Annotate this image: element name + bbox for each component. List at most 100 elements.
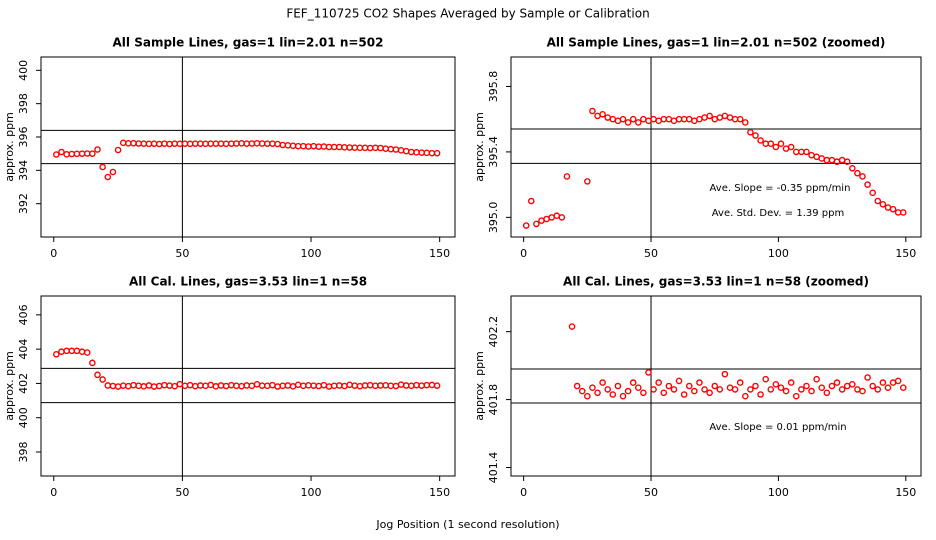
point xyxy=(752,382,759,390)
y-axis-label: approx. ppm xyxy=(473,112,486,182)
point xyxy=(629,115,637,123)
point xyxy=(253,380,261,388)
points xyxy=(539,40,907,400)
point xyxy=(854,169,861,177)
point xyxy=(609,391,617,398)
point xyxy=(833,379,841,386)
y-tick-label: 395.0 xyxy=(487,202,500,234)
point xyxy=(176,140,184,148)
point xyxy=(145,382,153,389)
point xyxy=(258,140,266,147)
point xyxy=(253,140,261,147)
point xyxy=(212,140,220,147)
point xyxy=(849,164,856,172)
point xyxy=(589,107,596,115)
point xyxy=(680,391,688,398)
point xyxy=(539,40,544,45)
point xyxy=(315,143,323,150)
point xyxy=(346,144,353,151)
point xyxy=(418,382,425,389)
point xyxy=(828,382,836,390)
panel-title: All Sample Lines, gas=1 lin=2.01 n=502 xyxy=(113,36,384,50)
point xyxy=(584,392,591,400)
point xyxy=(428,149,436,157)
point xyxy=(83,349,91,356)
point xyxy=(361,144,369,152)
point xyxy=(701,386,708,393)
point xyxy=(578,387,586,395)
point xyxy=(125,382,132,390)
point xyxy=(554,57,559,62)
point xyxy=(207,140,214,147)
point xyxy=(161,381,168,389)
y-tick-label: 392 xyxy=(17,193,30,214)
point xyxy=(53,151,60,158)
point xyxy=(248,382,256,390)
point xyxy=(869,189,876,197)
point xyxy=(594,389,601,397)
x-tick-label: 50 xyxy=(644,247,658,260)
point xyxy=(94,146,101,153)
point xyxy=(222,140,230,148)
point xyxy=(104,382,112,389)
point xyxy=(310,142,317,150)
point xyxy=(279,141,287,149)
point xyxy=(119,139,127,147)
point xyxy=(336,143,343,151)
point xyxy=(864,181,871,188)
point xyxy=(589,384,596,391)
point xyxy=(787,379,795,386)
y-tick-label: 401.4 xyxy=(487,452,500,484)
point xyxy=(186,140,194,148)
point xyxy=(803,148,810,156)
point xyxy=(859,173,866,180)
point xyxy=(808,387,815,395)
y-tick-label: 400 xyxy=(17,407,30,428)
point xyxy=(899,209,907,216)
point xyxy=(140,383,148,390)
y-tick-label: 401.8 xyxy=(487,384,500,416)
point xyxy=(53,350,60,358)
point xyxy=(227,140,235,147)
point xyxy=(119,382,127,389)
panel-title: All Cal. Lines, gas=3.53 lin=1 n=58 (zoo… xyxy=(563,275,869,289)
points xyxy=(53,139,441,181)
point xyxy=(58,348,65,356)
x-tick-label: 100 xyxy=(768,247,789,260)
point xyxy=(716,386,724,393)
x-tick-label: 100 xyxy=(301,247,322,260)
point xyxy=(558,214,566,221)
point xyxy=(889,205,897,213)
point xyxy=(599,110,606,118)
point xyxy=(665,382,673,390)
x-tick-label: 0 xyxy=(520,247,527,260)
point xyxy=(772,381,780,388)
y-axis-label: approx. ppm xyxy=(473,351,486,421)
point xyxy=(341,144,348,151)
x-tick-label: 150 xyxy=(895,247,916,260)
plot-frame xyxy=(510,295,922,477)
point xyxy=(176,380,184,388)
point xyxy=(634,384,642,391)
point xyxy=(263,140,271,147)
point xyxy=(197,382,204,389)
point xyxy=(191,382,199,390)
point xyxy=(109,168,117,176)
point xyxy=(284,382,292,389)
point xyxy=(813,375,820,383)
point xyxy=(619,115,627,123)
point xyxy=(899,384,907,391)
annotation: Ave. Std. Dev. = 1.39 ppm xyxy=(712,208,844,219)
point xyxy=(742,119,749,126)
point xyxy=(777,140,785,148)
point xyxy=(351,382,359,389)
point xyxy=(568,323,576,330)
point xyxy=(691,387,698,395)
point xyxy=(155,382,163,390)
y-axis-label: approx. ppm xyxy=(3,351,16,421)
point xyxy=(549,49,554,54)
point xyxy=(89,150,96,157)
y-tick-label: 406 xyxy=(17,304,30,325)
y-tick-label: 398 xyxy=(17,442,30,463)
point xyxy=(372,382,379,390)
